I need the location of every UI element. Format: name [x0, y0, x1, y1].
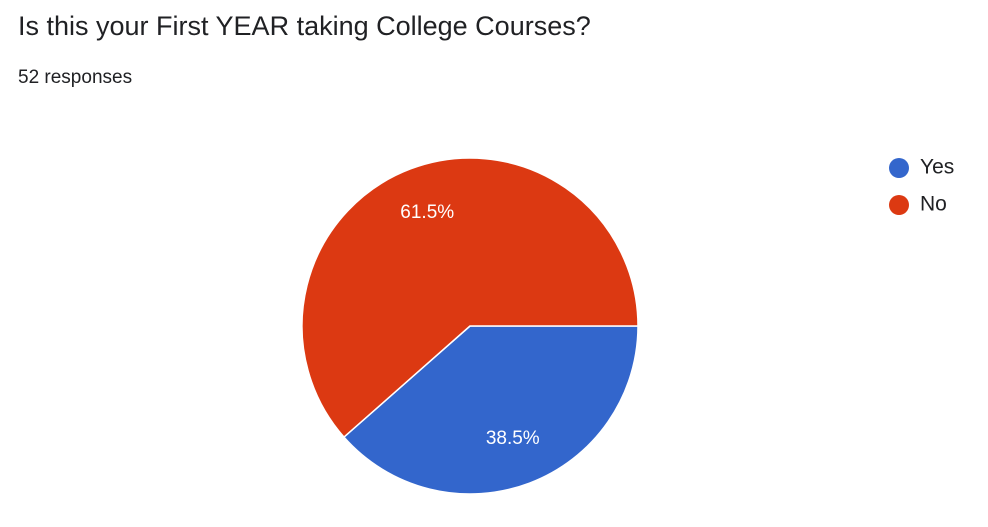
chart-subtitle: 52 responses: [18, 67, 132, 88]
slice-label: 38.5%: [486, 428, 540, 449]
slice-label: 61.5%: [400, 202, 454, 223]
pie-slice: [301, 157, 639, 439]
legend-label: Yes: [920, 156, 954, 179]
pie-slice: [342, 325, 639, 495]
legend-marker: [889, 158, 909, 178]
legend-label: No: [920, 193, 947, 216]
chart-title: Is this your First YEAR taking College C…: [18, 11, 591, 41]
legend-marker: [889, 195, 909, 215]
